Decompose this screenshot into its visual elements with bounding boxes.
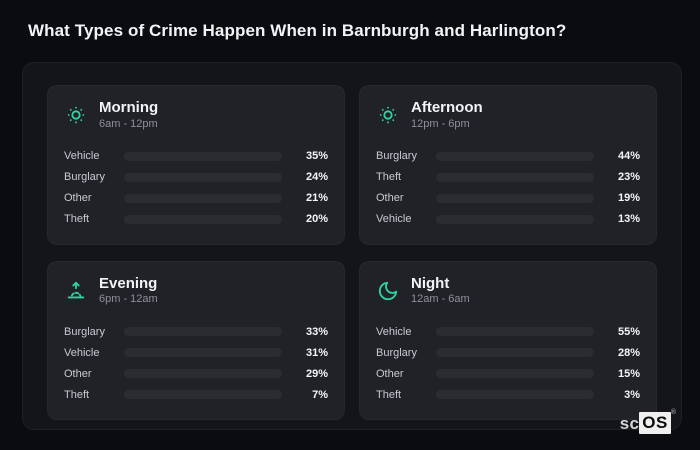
bar-track [124,193,282,203]
bar-row-label: Other [64,367,92,380]
bar-row-label: Burglary [64,171,105,183]
bar-row: Theft 23% [376,167,640,188]
bar-track [124,390,282,399]
bar-list: Burglary 33% Vehicle 31% Other 29% Theft… [64,321,328,409]
bar-row: Vehicle 31% [64,342,328,363]
bar-value: 29% [305,367,328,380]
dashboard-container: Morning 6am - 12pm Vehicle 35% Burglary … [22,62,682,430]
bar-row: Theft 7% [64,384,328,405]
bar-row-label: Theft [64,213,90,225]
bar-value: 21% [305,192,328,204]
bar-row-label: Burglary [64,325,105,338]
panel-afternoon: Afternoon 12pm - 6pm Burglary 44% Theft … [359,85,657,245]
bar-track [436,390,594,399]
bar-row-label: Theft [64,388,90,401]
bar-list: Burglary 44% Theft 23% Other 19% Vehicle… [376,146,640,234]
bar-row-label: Other [376,367,404,380]
bar-row: Theft 20% [64,209,328,230]
panel-title: Morning [99,99,159,116]
bar-track [436,172,594,182]
bar-track [124,369,282,378]
bar-row: Theft 3% [376,384,640,405]
sunrise-icon [64,279,88,303]
bar-value: 33% [305,325,328,338]
panel-morning-header: Morning 6am - 12pm [64,99,328,132]
bar-row-label: Vehicle [376,325,412,338]
panel-night: Night 12am - 6am Vehicle 55% Burglary 28… [359,260,657,420]
bar-row: Vehicle 55% [376,321,640,342]
moon-icon [376,279,400,303]
bar-list: Vehicle 55% Burglary 28% Other 15% Theft… [376,321,640,409]
panel-time-range: 6pm - 12am [99,293,158,306]
registered-mark: ® [670,409,676,416]
bar-value: 44% [617,150,640,162]
panel-morning: Morning 6am - 12pm Vehicle 35% Burglary … [47,85,345,245]
bar-value: 3% [624,388,640,401]
bar-value: 35% [305,150,328,162]
bar-value: 23% [617,171,640,183]
bar-row: Other 19% [376,188,640,209]
panel-evening: Evening 6pm - 12am Burglary 33% Vehicle … [47,260,345,420]
bar-row-label: Other [64,192,92,204]
bar-track [436,193,594,203]
bar-value: 24% [305,171,328,183]
bar-value: 31% [305,346,328,359]
bar-track [124,151,282,161]
panel-evening-header: Evening 6pm - 12am [64,275,328,308]
bar-track [436,214,594,224]
bar-row: Burglary 24% [64,167,328,188]
bar-row: Vehicle 13% [376,209,640,230]
bar-value: 20% [305,213,328,225]
bar-track [436,327,594,336]
bar-row-label: Vehicle [376,213,412,225]
bar-value: 55% [617,325,640,338]
bar-value: 19% [617,192,640,204]
bar-row-label: Vehicle [64,150,100,162]
bar-row-label: Vehicle [64,346,100,359]
panel-time-range: 12pm - 6pm [411,117,470,130]
bar-value: 28% [617,346,640,359]
bar-list: Vehicle 35% Burglary 24% Other 21% Theft… [64,146,328,234]
bar-row: Burglary 28% [376,342,640,363]
bar-track [436,151,594,161]
page-title: What Types of Crime Happen When in Barnb… [28,21,567,40]
bar-value: 13% [617,213,640,225]
bar-value: 15% [617,367,640,380]
panel-night-header: Night 12am - 6am [376,275,640,308]
bar-row-label: Theft [376,171,402,183]
bar-row: Other 15% [376,363,640,384]
scos-logo-box: OS [639,412,671,434]
panel-title: Night [411,274,450,292]
bar-row-label: Other [376,192,404,204]
bar-row: Burglary 44% [376,146,640,167]
bar-row: Burglary 33% [64,321,328,342]
bar-track [124,214,282,224]
panel-title: Afternoon [411,99,483,116]
bar-row: Other 21% [64,188,328,209]
scos-logo: sc OS ® [619,409,676,434]
bar-row-label: Burglary [376,150,417,162]
bar-value: 7% [312,388,328,401]
panel-time-range: 6am - 12pm [99,117,158,130]
bar-track [124,348,282,357]
bar-row-label: Burglary [376,346,417,359]
panel-time-range: 12am - 6am [411,293,470,306]
bar-track [124,327,282,336]
scos-logo-prefix: sc [619,413,640,433]
sun-dim-icon [376,103,400,127]
bar-row-label: Theft [376,388,402,401]
bar-row: Vehicle 35% [64,146,328,167]
bar-row: Other 29% [64,363,328,384]
panel-afternoon-header: Afternoon 12pm - 6pm [376,99,640,132]
bar-track [124,172,282,182]
bar-track [436,348,594,357]
sun-dim-icon [64,103,88,127]
bar-track [436,369,594,378]
panel-title: Evening [99,274,158,292]
